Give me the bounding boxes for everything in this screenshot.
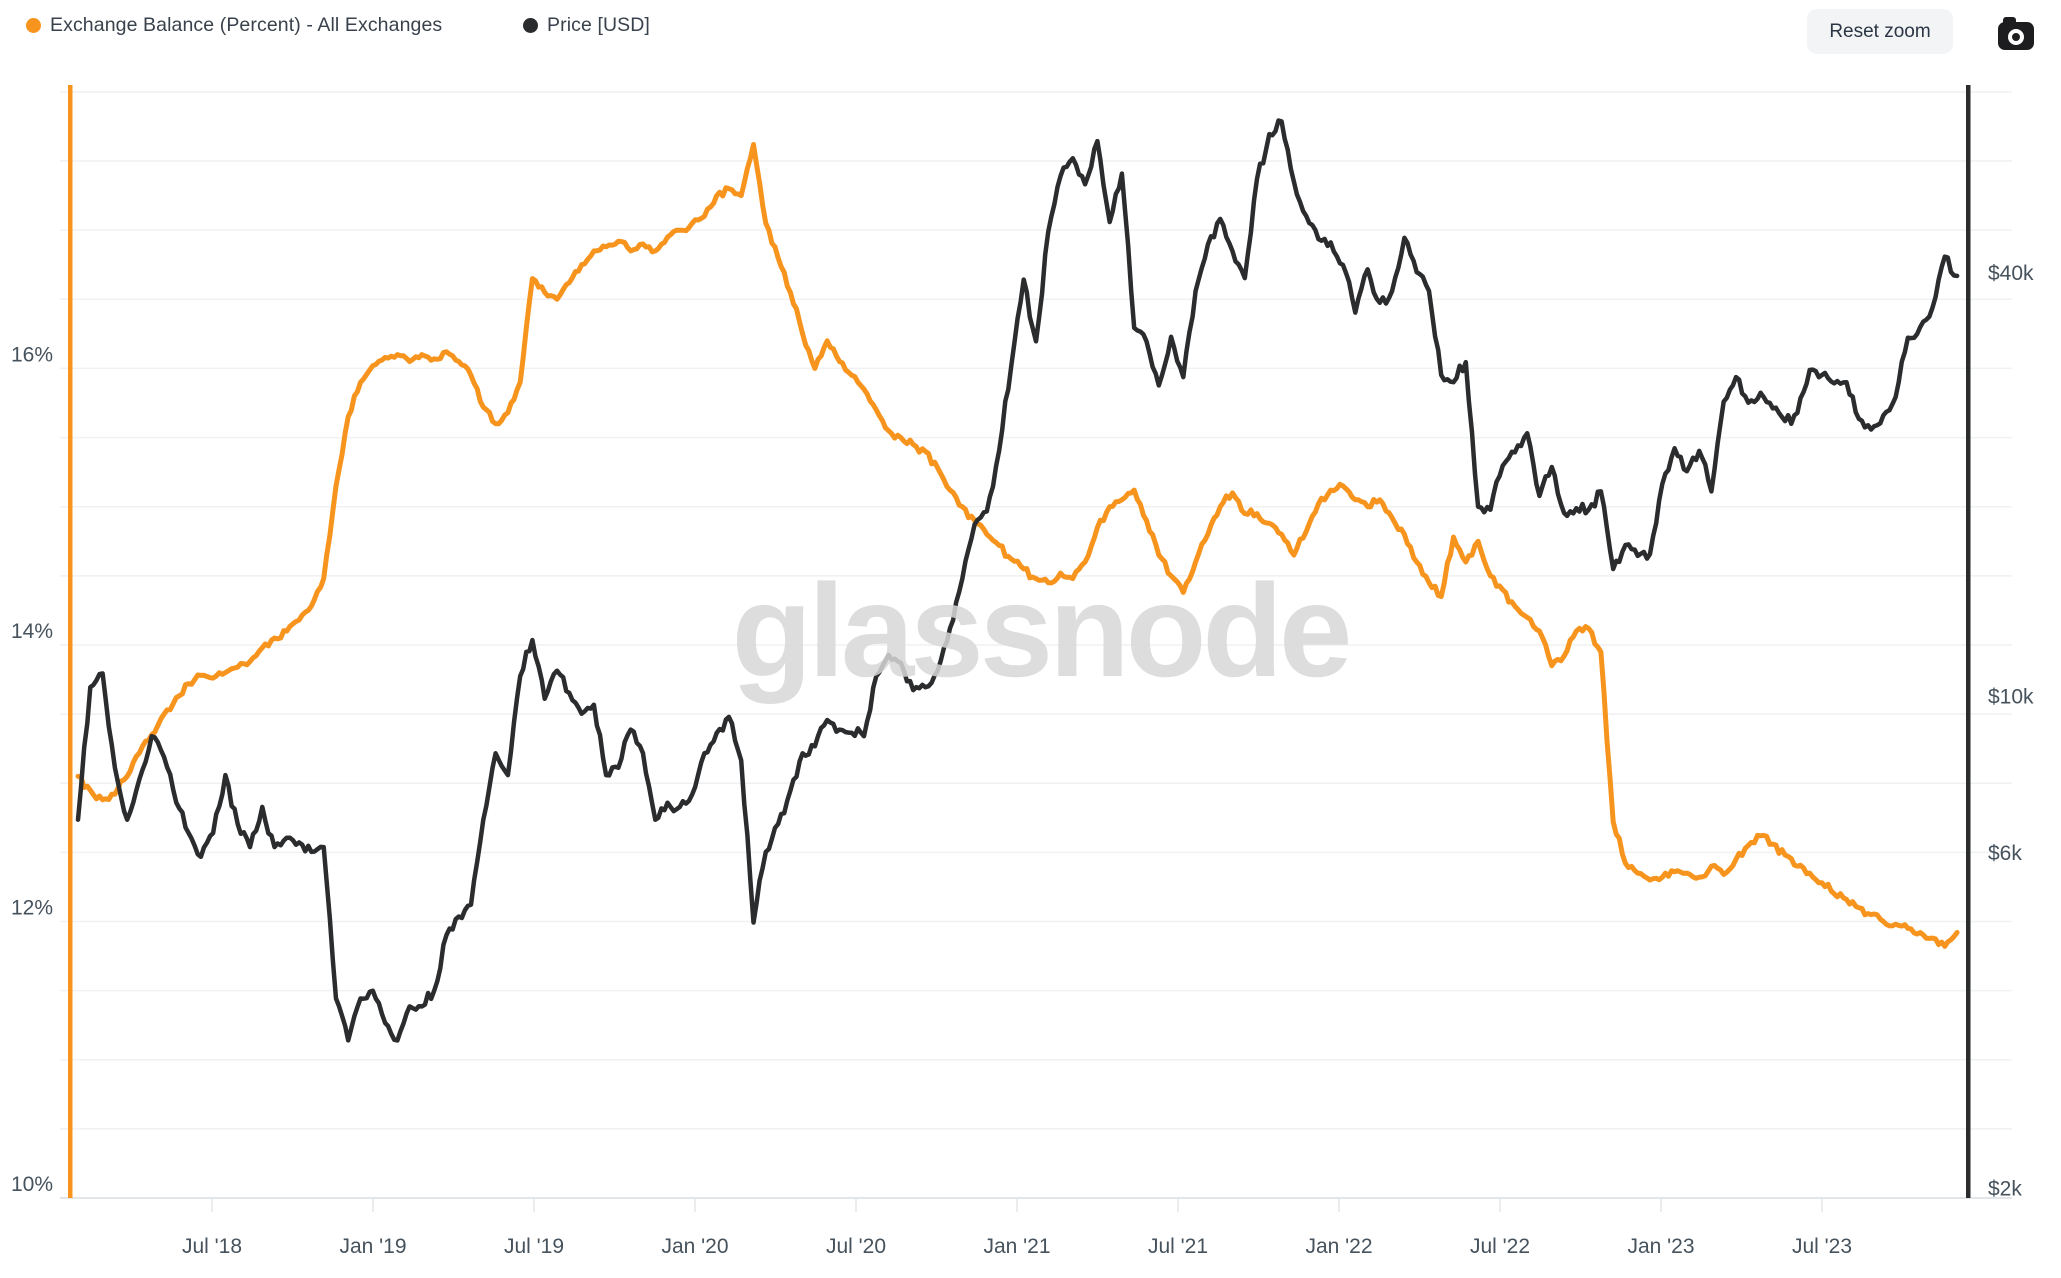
price-series-dot-icon (523, 18, 538, 33)
screenshot-button[interactable] (1997, 16, 2035, 53)
x-axis-tick-label: Jan '19 (339, 1235, 406, 1258)
left-axis-line (68, 85, 73, 1198)
legend-label-price: Price [USD] (547, 14, 650, 36)
x-axis-tick-label: Jul '18 (182, 1235, 242, 1258)
camera-icon-lens (2008, 29, 2024, 45)
right-axis-line (1966, 85, 1971, 1198)
x-axis-tick-label: Jul '20 (826, 1235, 886, 1258)
y-axis-right-tick-label: $2k (1988, 1178, 2022, 1201)
y-axis-right-tick-label: $40k (1988, 262, 2034, 285)
camera-icon-hump (2003, 17, 2016, 27)
exchange-balance-line (75, 142, 1960, 949)
legend: Exchange Balance (Percent) - All Exchang… (0, 0, 2061, 56)
x-axis-tick-label: Jul '19 (504, 1235, 564, 1258)
x-axis-tick-label: Jul '23 (1792, 1235, 1852, 1258)
price-line (75, 118, 1960, 1043)
legend-item-exchange-balance[interactable]: Exchange Balance (Percent) - All Exchang… (26, 14, 442, 37)
y-axis-right-tick-label: $10k (1988, 686, 2034, 709)
legend-item-price[interactable]: Price [USD] (523, 14, 650, 37)
y-axis-right-tick-label: $6k (1988, 842, 2022, 865)
x-axis-tick-label: Jan '21 (983, 1235, 1050, 1258)
x-axis-tick-label: Jul '21 (1148, 1235, 1208, 1258)
x-axis-tick-label: Jan '20 (661, 1235, 728, 1258)
x-axis-tick-label: Jan '23 (1627, 1235, 1694, 1258)
y-axis-left-tick-label: 14% (11, 620, 53, 643)
y-axis-left-tick-label: 12% (11, 896, 53, 919)
y-axis-left-tick-label: 10% (11, 1173, 53, 1196)
x-axis-tick-label: Jul '22 (1470, 1235, 1530, 1258)
reset-zoom-button[interactable]: Reset zoom (1807, 9, 1953, 54)
exchange-balance-series-dot-icon (26, 18, 41, 33)
legend-label-exchange-balance: Exchange Balance (Percent) - All Exchang… (50, 14, 443, 36)
x-axis-tick-label: Jan '22 (1305, 1235, 1372, 1258)
y-axis-left-tick-label: 16% (11, 343, 53, 366)
